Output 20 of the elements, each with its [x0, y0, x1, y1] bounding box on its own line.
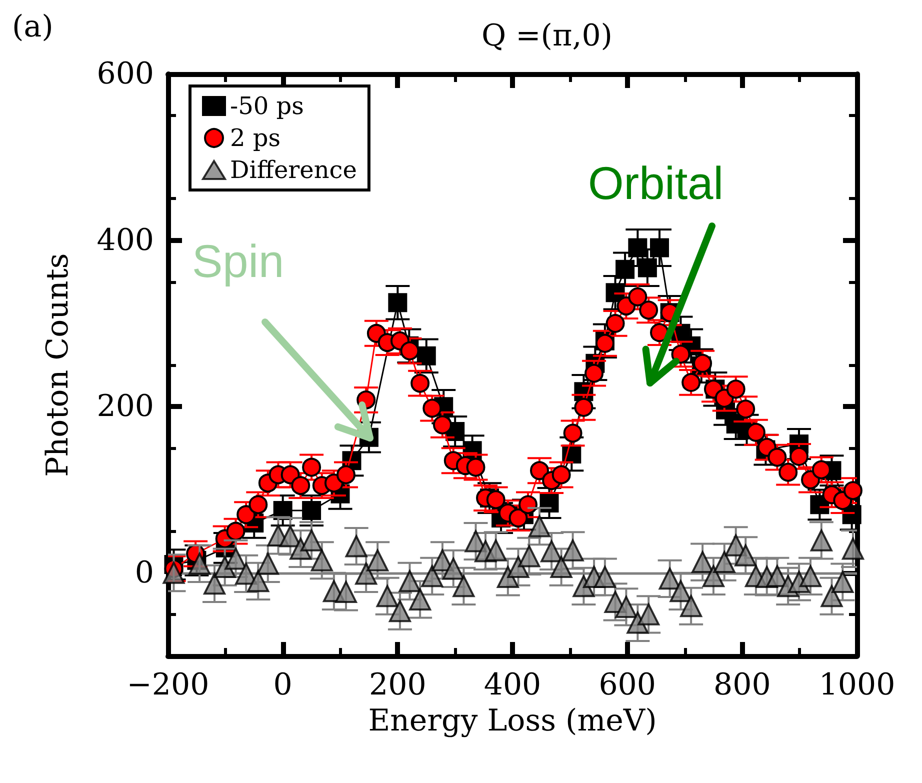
x-tick-label: 200 — [369, 668, 426, 702]
legend-label: 2 ps — [230, 124, 281, 152]
x-tick-label: 1000 — [818, 668, 896, 702]
x-tick-label: 400 — [484, 668, 542, 702]
x-tick-label: 600 — [598, 668, 656, 702]
x-tick-label: 800 — [714, 668, 771, 702]
y-tick-label: 200 — [96, 389, 154, 424]
y-axis-title: Photon Counts — [40, 253, 76, 477]
y-tick-label: 0 — [134, 555, 154, 590]
legend-label: -50 ps — [230, 92, 304, 120]
annotation: Orbital — [588, 157, 724, 209]
legend-label: Difference — [230, 156, 357, 184]
x-axis-title: Energy Loss (meV) — [368, 704, 657, 738]
chart-title: Q =(π,0) — [481, 18, 613, 54]
x-tick-label: −200 — [126, 668, 210, 702]
x-tick-label: 0 — [273, 668, 292, 702]
y-tick-label: 600 — [96, 56, 154, 92]
text: (a) — [12, 10, 54, 44]
annotation: Spin — [192, 235, 284, 287]
y-tick-label: 400 — [96, 222, 154, 258]
